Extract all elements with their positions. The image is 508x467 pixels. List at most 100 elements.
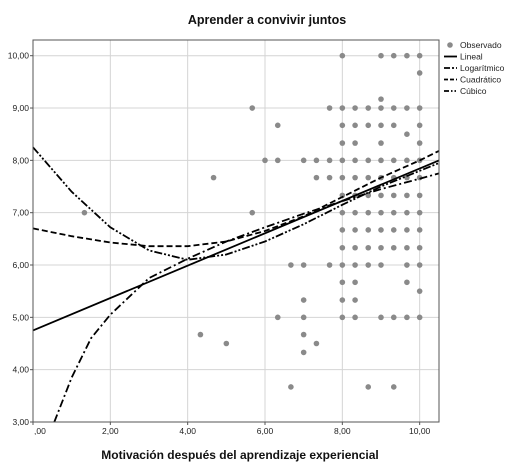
data-point bbox=[390, 157, 397, 164]
data-point bbox=[378, 244, 384, 251]
y-tick-label: 5,00 bbox=[12, 312, 29, 322]
data-point bbox=[390, 227, 397, 233]
data-point bbox=[365, 227, 372, 233]
data-point bbox=[416, 262, 423, 268]
data-point bbox=[416, 122, 423, 129]
data-point bbox=[352, 140, 358, 146]
data-point bbox=[404, 279, 410, 286]
data-point bbox=[352, 297, 358, 303]
data-point bbox=[416, 209, 423, 216]
legend-label: Cúbico bbox=[460, 86, 487, 96]
data-point bbox=[404, 262, 410, 268]
data-point bbox=[249, 105, 256, 111]
fit-line-cúbico bbox=[32, 146, 440, 261]
y-tick-label: 4,00 bbox=[12, 365, 29, 375]
data-point bbox=[339, 209, 346, 216]
x-tick-label: 10,00 bbox=[409, 426, 431, 436]
data-point bbox=[274, 157, 281, 164]
data-point bbox=[326, 174, 333, 181]
data-point bbox=[300, 262, 307, 268]
data-point bbox=[339, 227, 346, 233]
data-point bbox=[339, 52, 346, 59]
data-point bbox=[404, 244, 410, 251]
y-tick-label: 9,00 bbox=[12, 103, 29, 113]
fit-curves bbox=[32, 146, 440, 423]
data-point bbox=[352, 157, 358, 164]
fit-line-logarítmico bbox=[53, 172, 440, 423]
y-ticks: 3,00 4,00 5,00 6,00 7,00 8,00 9,00 10,00 bbox=[8, 51, 33, 427]
data-point bbox=[197, 331, 204, 338]
data-point bbox=[300, 331, 307, 338]
data-points bbox=[81, 52, 423, 390]
data-point bbox=[390, 105, 397, 111]
data-point bbox=[365, 262, 372, 268]
y-tick-label: 7,00 bbox=[12, 208, 29, 218]
legend-marker bbox=[447, 42, 453, 48]
data-point bbox=[352, 105, 358, 111]
data-point bbox=[404, 131, 410, 137]
x-tick-label: 4,00 bbox=[179, 426, 196, 436]
x-tick-label: 8,00 bbox=[334, 426, 351, 436]
data-point bbox=[390, 209, 397, 216]
x-tick-label: ,00 bbox=[34, 426, 46, 436]
x-axis-label: Motivación después del aprendizaje exper… bbox=[101, 448, 378, 462]
data-point bbox=[339, 157, 346, 164]
data-point bbox=[404, 227, 410, 233]
data-point bbox=[416, 105, 423, 111]
data-point bbox=[352, 314, 358, 321]
data-point bbox=[416, 244, 423, 251]
data-point bbox=[352, 244, 358, 251]
data-point bbox=[390, 244, 397, 251]
data-point bbox=[339, 140, 346, 146]
x-tick-label: 2,00 bbox=[102, 426, 119, 436]
data-point bbox=[365, 244, 372, 251]
data-point bbox=[352, 279, 358, 286]
data-point bbox=[288, 262, 294, 268]
data-point bbox=[378, 52, 384, 59]
data-point bbox=[404, 314, 410, 321]
data-point bbox=[274, 122, 281, 129]
data-point bbox=[339, 122, 346, 129]
data-point bbox=[416, 52, 423, 59]
data-point bbox=[365, 209, 372, 216]
data-point bbox=[326, 262, 333, 268]
grid bbox=[33, 40, 439, 422]
data-point bbox=[378, 209, 384, 216]
data-point bbox=[378, 314, 384, 321]
data-point bbox=[313, 340, 320, 347]
fit-line-lineal bbox=[32, 159, 440, 332]
data-point bbox=[404, 209, 410, 216]
data-point bbox=[300, 314, 307, 321]
data-point bbox=[339, 105, 346, 111]
data-point bbox=[249, 209, 256, 216]
data-point bbox=[378, 140, 384, 146]
data-point bbox=[313, 157, 320, 164]
data-point bbox=[81, 209, 88, 216]
data-point bbox=[223, 340, 230, 347]
data-point bbox=[210, 174, 217, 181]
data-point bbox=[378, 262, 384, 268]
data-point bbox=[274, 314, 281, 321]
data-point bbox=[300, 297, 307, 303]
legend-label: Lineal bbox=[460, 52, 483, 62]
data-point bbox=[352, 227, 358, 233]
legend-label: Logarítmico bbox=[460, 63, 505, 73]
fit-line-cuadrático bbox=[32, 150, 440, 248]
data-point bbox=[288, 384, 294, 390]
y-tick-label: 3,00 bbox=[12, 417, 29, 427]
y-tick-label: 8,00 bbox=[12, 155, 29, 165]
data-point bbox=[313, 174, 320, 181]
data-point bbox=[416, 227, 423, 233]
data-point bbox=[352, 174, 358, 181]
data-point bbox=[404, 192, 410, 199]
data-point bbox=[416, 140, 423, 146]
data-point bbox=[404, 52, 410, 59]
data-point bbox=[352, 262, 358, 268]
data-point bbox=[390, 122, 397, 129]
data-point bbox=[404, 105, 410, 111]
x-tick-label: 6,00 bbox=[257, 426, 274, 436]
data-point bbox=[339, 244, 346, 251]
data-point bbox=[339, 279, 346, 286]
